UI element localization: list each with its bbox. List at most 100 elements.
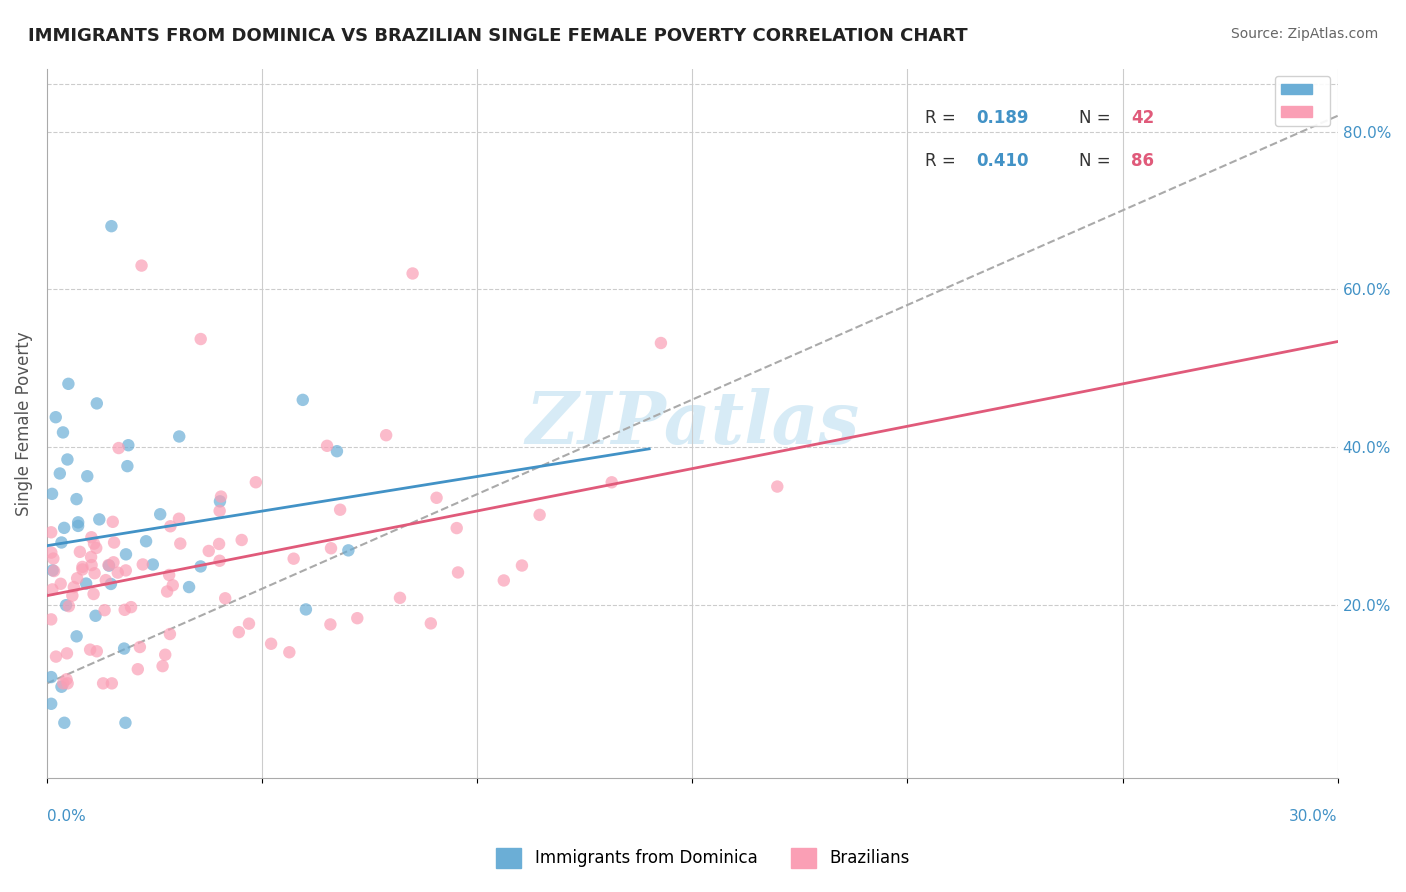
Point bbox=[135, 534, 157, 549]
Point bbox=[56, 676, 79, 690]
Point bbox=[152, 659, 174, 673]
Text: 86: 86 bbox=[1130, 152, 1154, 169]
Point bbox=[115, 547, 138, 561]
Text: 0.189: 0.189 bbox=[976, 109, 1029, 128]
Point bbox=[98, 558, 121, 573]
Point bbox=[208, 554, 231, 568]
Text: 0.0%: 0.0% bbox=[46, 809, 86, 824]
Point bbox=[167, 429, 190, 443]
Text: 0.410: 0.410 bbox=[976, 152, 1029, 169]
Text: R =: R = bbox=[925, 109, 955, 128]
Point bbox=[41, 563, 63, 577]
Point bbox=[100, 577, 122, 591]
Point bbox=[291, 392, 314, 407]
Text: 42: 42 bbox=[1130, 109, 1154, 128]
Point bbox=[159, 627, 181, 641]
Point bbox=[83, 587, 105, 601]
Point bbox=[131, 259, 153, 273]
Point bbox=[100, 219, 122, 234]
Point bbox=[337, 543, 360, 558]
Point bbox=[319, 617, 342, 632]
Point bbox=[41, 545, 63, 559]
Point bbox=[94, 573, 117, 587]
Point bbox=[55, 673, 77, 687]
Text: IMMIGRANTS FROM DOMINICA VS BRAZILIAN SINGLE FEMALE POVERTY CORRELATION CHART: IMMIGRANTS FROM DOMINICA VS BRAZILIAN SI… bbox=[28, 27, 967, 45]
Point bbox=[41, 487, 63, 501]
Point bbox=[177, 580, 200, 594]
Point bbox=[127, 662, 149, 676]
Point bbox=[208, 494, 231, 508]
Point bbox=[208, 537, 231, 551]
Point bbox=[66, 571, 89, 585]
Point bbox=[319, 541, 342, 556]
Point bbox=[101, 515, 124, 529]
Legend: Immigrants from Dominica, Brazilians: Immigrants from Dominica, Brazilians bbox=[489, 841, 917, 875]
Point bbox=[209, 490, 232, 504]
Point bbox=[283, 551, 305, 566]
Point bbox=[107, 441, 129, 455]
Point bbox=[67, 516, 90, 530]
Text: N =: N = bbox=[1080, 152, 1111, 169]
Point bbox=[228, 625, 250, 640]
Point bbox=[79, 642, 101, 657]
Point bbox=[419, 616, 441, 631]
Point bbox=[157, 568, 180, 582]
Point bbox=[80, 530, 103, 544]
Point bbox=[45, 410, 67, 425]
Point bbox=[51, 680, 73, 694]
Point bbox=[231, 533, 253, 547]
Point bbox=[41, 582, 63, 597]
Point bbox=[63, 580, 86, 594]
Point bbox=[114, 715, 136, 730]
Point bbox=[117, 438, 139, 452]
Point bbox=[245, 475, 267, 490]
Point bbox=[446, 521, 468, 535]
Point bbox=[84, 541, 107, 555]
Point bbox=[112, 641, 135, 656]
Point bbox=[388, 591, 411, 605]
Point bbox=[51, 535, 73, 549]
Point bbox=[197, 544, 219, 558]
Point bbox=[42, 564, 65, 578]
Point bbox=[600, 475, 623, 490]
Point bbox=[97, 558, 120, 573]
Point bbox=[52, 425, 75, 440]
Point bbox=[83, 536, 105, 550]
Point bbox=[426, 491, 449, 505]
Point bbox=[84, 608, 107, 623]
Point bbox=[39, 612, 62, 626]
Point bbox=[529, 508, 551, 522]
Point bbox=[91, 676, 114, 690]
Text: N =: N = bbox=[1080, 109, 1111, 128]
Point bbox=[167, 512, 190, 526]
Point bbox=[128, 640, 150, 654]
Text: ZIPatlas: ZIPatlas bbox=[526, 388, 859, 458]
Point bbox=[120, 600, 142, 615]
Point bbox=[86, 396, 108, 410]
Point bbox=[42, 551, 65, 566]
Point bbox=[238, 616, 260, 631]
Text: 30.0%: 30.0% bbox=[1289, 809, 1337, 824]
Point bbox=[69, 545, 91, 559]
Point bbox=[89, 512, 111, 526]
Point bbox=[56, 646, 79, 660]
Point bbox=[76, 469, 98, 483]
Point bbox=[214, 591, 236, 606]
Text: R =: R = bbox=[925, 152, 955, 169]
Point bbox=[447, 566, 470, 580]
Point bbox=[346, 611, 368, 625]
Point bbox=[162, 578, 184, 592]
Point bbox=[86, 644, 108, 658]
Point bbox=[103, 535, 125, 549]
Point bbox=[326, 444, 349, 458]
Point bbox=[149, 507, 172, 521]
Point bbox=[650, 336, 672, 351]
Point bbox=[72, 560, 94, 574]
Point bbox=[117, 459, 139, 474]
Point bbox=[329, 502, 352, 516]
Point bbox=[114, 603, 136, 617]
Point bbox=[83, 566, 105, 581]
Point bbox=[55, 598, 77, 612]
Point bbox=[260, 637, 283, 651]
Point bbox=[72, 562, 94, 576]
